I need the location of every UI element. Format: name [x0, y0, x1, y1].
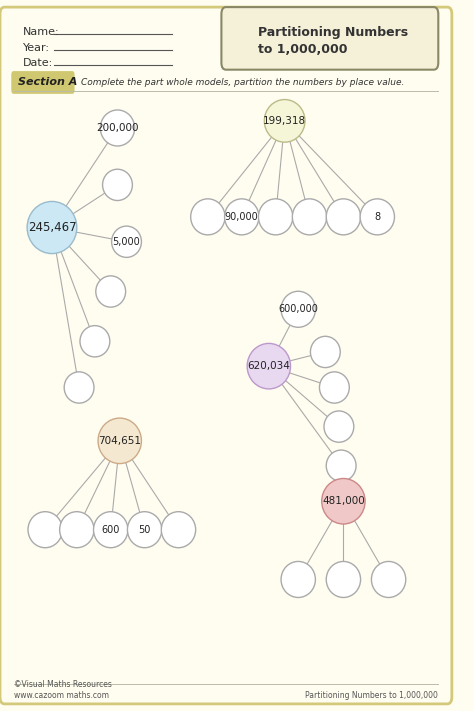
Text: 704,651: 704,651 — [98, 436, 141, 446]
Text: 481,000: 481,000 — [322, 496, 365, 506]
Ellipse shape — [27, 201, 77, 254]
Text: to 1,000,000: to 1,000,000 — [257, 43, 347, 56]
Ellipse shape — [360, 199, 394, 235]
Ellipse shape — [93, 512, 128, 547]
Text: Year:: Year: — [23, 43, 50, 53]
Text: Section A: Section A — [18, 77, 77, 87]
Ellipse shape — [319, 372, 349, 403]
Ellipse shape — [322, 479, 365, 524]
Ellipse shape — [111, 226, 141, 257]
Text: 600,000: 600,000 — [278, 304, 318, 314]
Ellipse shape — [326, 450, 356, 481]
Ellipse shape — [191, 199, 225, 235]
Text: Partitioning Numbers to 1,000,000: Partitioning Numbers to 1,000,000 — [305, 691, 438, 700]
Text: Name:: Name: — [23, 27, 59, 37]
Ellipse shape — [161, 512, 196, 547]
Text: 50: 50 — [138, 525, 151, 535]
Text: ©Visual Maths Resources
www.cazoom maths.com: ©Visual Maths Resources www.cazoom maths… — [14, 680, 111, 700]
Ellipse shape — [102, 169, 132, 201]
Text: 5,000: 5,000 — [113, 237, 140, 247]
Text: 8: 8 — [374, 212, 380, 222]
Ellipse shape — [225, 199, 259, 235]
Ellipse shape — [292, 199, 327, 235]
Text: Complete the part whole models, partition the numbers by place value.: Complete the part whole models, partitio… — [82, 78, 405, 87]
Text: Partitioning Numbers: Partitioning Numbers — [257, 26, 408, 39]
Ellipse shape — [64, 372, 94, 403]
Ellipse shape — [100, 110, 135, 146]
Text: 199,318: 199,318 — [263, 116, 306, 126]
Ellipse shape — [247, 343, 291, 389]
Ellipse shape — [264, 100, 305, 142]
Text: 600: 600 — [101, 525, 120, 535]
Ellipse shape — [281, 292, 315, 327]
Ellipse shape — [326, 199, 361, 235]
Ellipse shape — [326, 562, 361, 597]
Text: 90,000: 90,000 — [225, 212, 259, 222]
Text: 245,467: 245,467 — [27, 221, 76, 234]
Ellipse shape — [28, 512, 63, 547]
Ellipse shape — [128, 512, 162, 547]
Text: 200,000: 200,000 — [96, 123, 139, 133]
Ellipse shape — [80, 326, 110, 357]
Ellipse shape — [281, 562, 315, 597]
Ellipse shape — [98, 418, 141, 464]
Ellipse shape — [372, 562, 406, 597]
Ellipse shape — [60, 512, 94, 547]
Ellipse shape — [324, 411, 354, 442]
Ellipse shape — [258, 199, 293, 235]
Text: 620,034: 620,034 — [247, 361, 290, 371]
Ellipse shape — [96, 276, 126, 307]
FancyBboxPatch shape — [11, 71, 74, 94]
FancyBboxPatch shape — [221, 7, 438, 70]
Text: Date:: Date: — [23, 58, 53, 68]
FancyBboxPatch shape — [0, 7, 452, 704]
Ellipse shape — [310, 336, 340, 368]
